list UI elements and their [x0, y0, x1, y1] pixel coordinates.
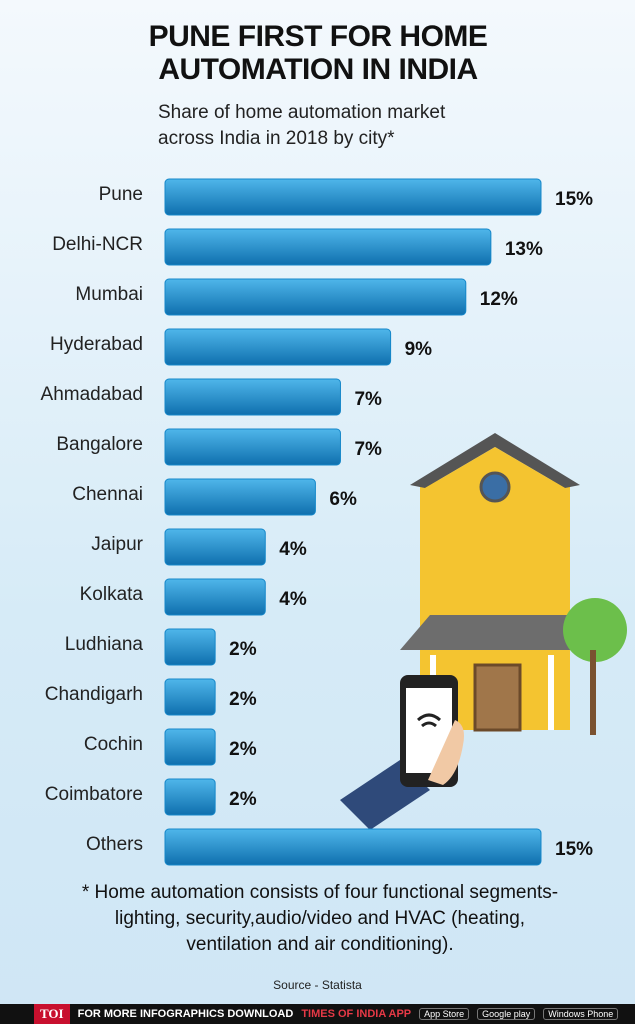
category-label: Ludhiana	[65, 634, 144, 655]
bar	[164, 578, 266, 616]
category-label: Pune	[99, 184, 143, 205]
house-illustration	[340, 433, 627, 830]
bar	[164, 178, 542, 216]
footnote: * Home automation consists of four funct…	[81, 882, 559, 955]
chart-title: PUNE FIRST FOR HOME AUTOMATION IN INDIA	[148, 20, 488, 86]
category-label: Ahmadabad	[41, 384, 143, 405]
value-label: 7%	[354, 439, 382, 460]
category-label: Delhi-NCR	[52, 234, 143, 255]
value-label: 15%	[555, 839, 593, 860]
category-label: Hyderabad	[50, 334, 143, 355]
chart-subtitle: Share of home automation market across I…	[158, 102, 446, 149]
value-label: 4%	[279, 589, 307, 610]
bar	[164, 728, 216, 766]
category-label: Cochin	[84, 734, 143, 755]
bar	[164, 328, 392, 366]
brand: TOI	[34, 1004, 70, 1024]
bar	[164, 228, 492, 266]
category-label: Chandigarh	[45, 684, 143, 705]
bar	[164, 278, 467, 316]
store-badge[interactable]: Google play	[477, 1008, 536, 1020]
category-label: Coimbatore	[45, 784, 143, 805]
bar	[164, 528, 266, 566]
store-badge[interactable]: App Store	[419, 1008, 470, 1020]
category-label: Mumbai	[75, 284, 143, 305]
footer-app: TIMES OF INDIA APP	[301, 1008, 412, 1020]
value-label: 4%	[279, 539, 307, 560]
bar	[164, 778, 216, 816]
value-label: 2%	[229, 789, 257, 810]
category-label: Chennai	[72, 484, 143, 505]
bar	[164, 378, 341, 416]
category-label: Kolkata	[80, 584, 144, 605]
value-label: 2%	[229, 689, 257, 710]
bar	[164, 478, 316, 516]
footer-text: FOR MORE INFOGRAPHICS DOWNLOAD	[77, 1008, 294, 1020]
category-label: Others	[86, 834, 143, 855]
value-label: 9%	[405, 339, 433, 360]
value-label: 13%	[505, 239, 543, 260]
value-label: 6%	[329, 489, 357, 510]
bar	[164, 678, 216, 716]
value-label: 7%	[354, 389, 382, 410]
store-badge[interactable]: Windows Phone	[543, 1008, 619, 1020]
value-label: 2%	[229, 739, 257, 760]
value-label: 12%	[480, 289, 518, 310]
bar	[164, 428, 341, 466]
category-label: Jaipur	[91, 534, 143, 555]
category-label: Bangalore	[56, 434, 143, 455]
value-label: 15%	[555, 189, 593, 210]
source: Source - Statista	[273, 978, 362, 992]
value-label: 2%	[229, 639, 257, 660]
bar	[164, 828, 542, 866]
footer: TOI FOR MORE INFOGRAPHICS DOWNLOAD TIMES…	[0, 1004, 635, 1024]
bar	[164, 628, 216, 666]
